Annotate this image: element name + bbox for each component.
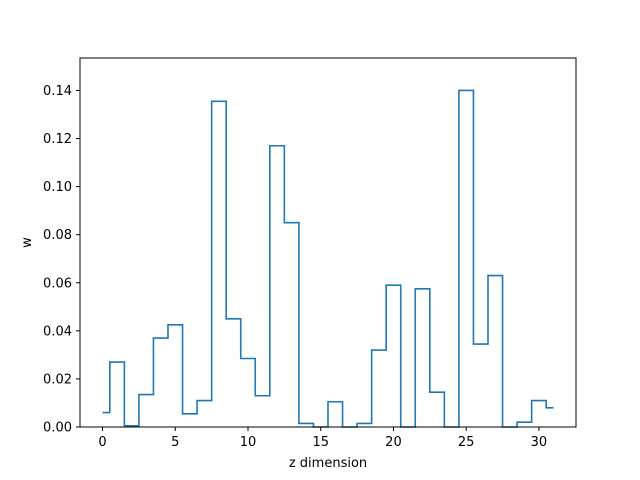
- x-axis-label: z dimension: [289, 456, 367, 471]
- y-tick-label: 0.02: [43, 372, 72, 387]
- y-axis: 0.00 0.02 0.04 0.06 0.08 0.10 0.12 0.14: [43, 84, 80, 436]
- x-axis: 0 5 10 15 20 25 30: [98, 427, 547, 450]
- y-tick-label: 0.06: [43, 276, 72, 291]
- x-tick-label: 30: [531, 435, 548, 450]
- axes-frame: [79, 57, 577, 428]
- x-tick-label: 15: [312, 435, 329, 450]
- y-tick-label: 0.04: [43, 324, 72, 339]
- x-tick-label: 25: [458, 435, 475, 450]
- y-tick-label: 0.14: [43, 84, 72, 99]
- x-tick-label: 10: [240, 435, 257, 450]
- y-tick-label: 0.10: [43, 180, 72, 195]
- y-axis-label: w: [20, 237, 35, 248]
- x-tick-label: 0: [98, 435, 106, 450]
- x-tick-label: 5: [171, 435, 179, 450]
- plot-area: [102, 89, 554, 428]
- y-tick-label: 0.00: [43, 421, 72, 436]
- y-tick-label: 0.08: [43, 228, 72, 243]
- y-tick-label: 0.12: [43, 132, 72, 147]
- x-tick-label: 20: [385, 435, 402, 450]
- series-step-line: [102, 89, 554, 428]
